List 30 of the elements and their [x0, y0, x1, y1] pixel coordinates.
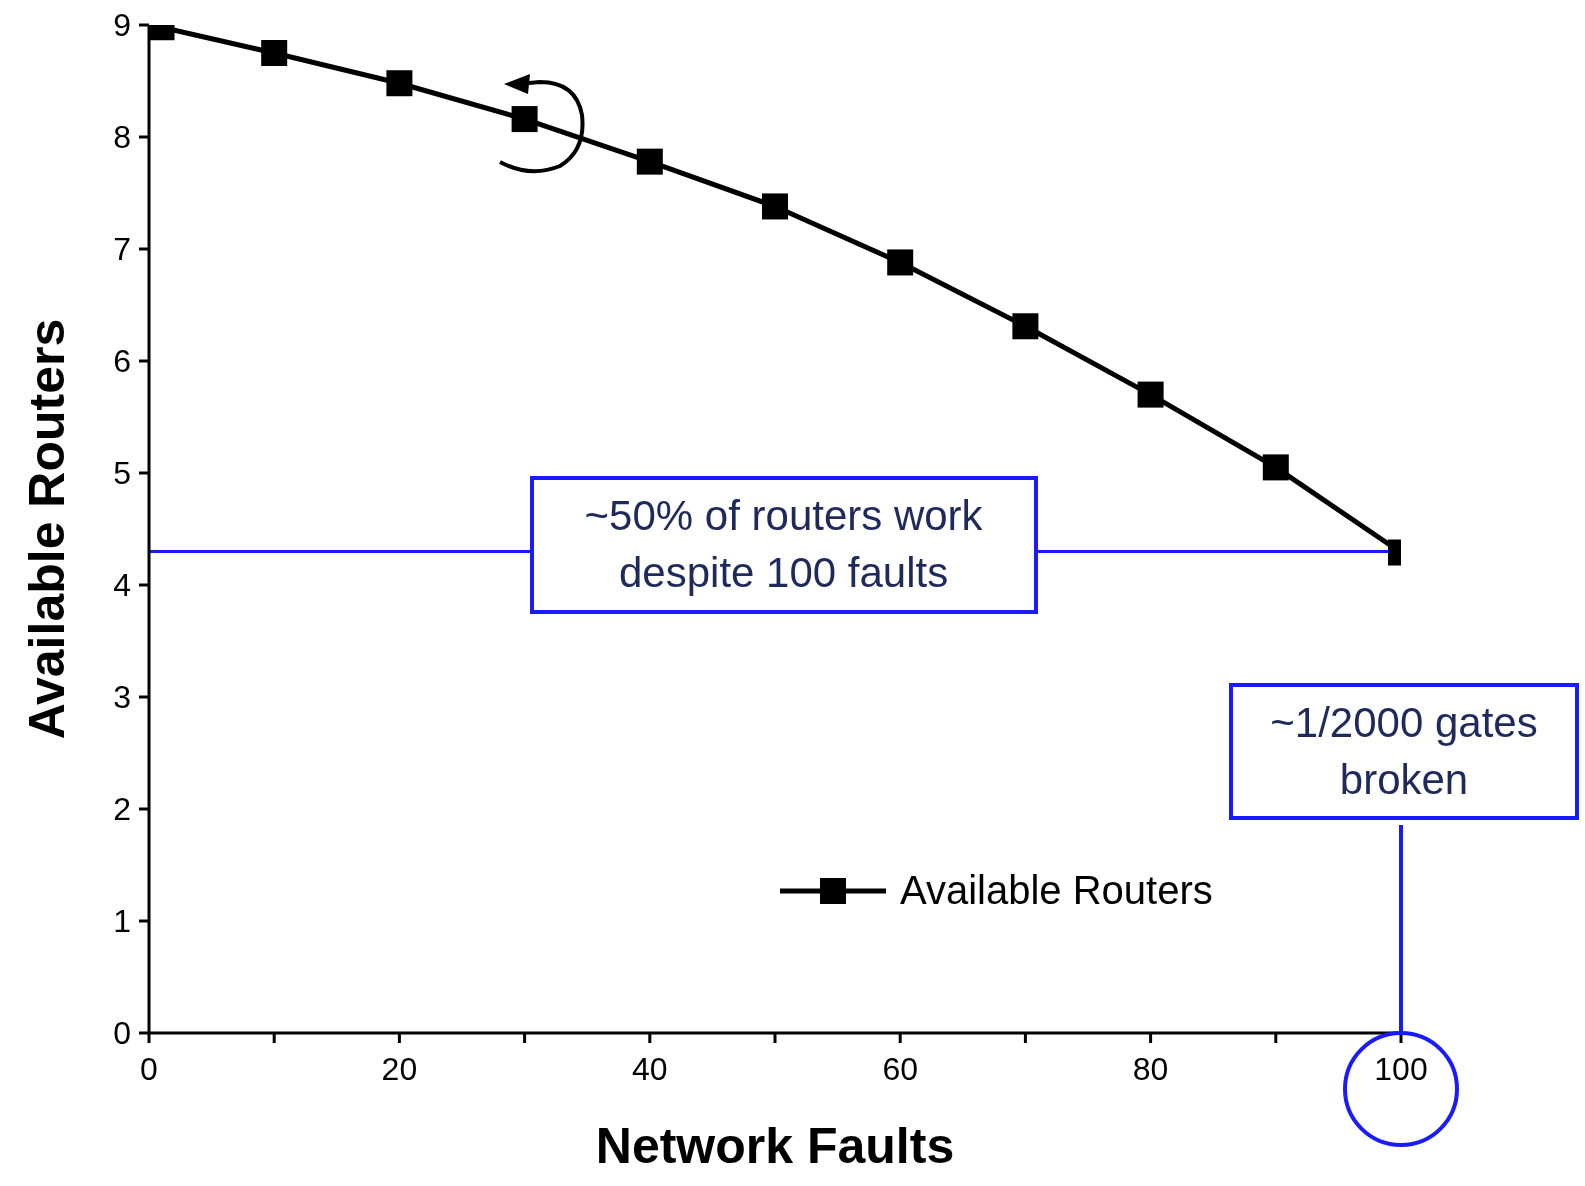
y-tick-label: 8: [113, 119, 131, 156]
x-tick-label: 20: [381, 1050, 418, 1087]
y-tick-label: 4: [113, 567, 131, 604]
point: [636, 148, 663, 175]
point: [1137, 381, 1164, 408]
x-tick-label: 40: [632, 1050, 668, 1087]
annotation: ~1/2000 gates broken: [1229, 683, 1579, 821]
y-tick-label: 6: [113, 343, 131, 380]
x-tick-label: 0: [140, 1050, 158, 1087]
point: [511, 106, 538, 133]
y-tick-label: 7: [113, 231, 131, 268]
point: [887, 249, 914, 276]
y-tick-label: 0: [113, 1015, 131, 1052]
y-tick-label: 2: [113, 791, 131, 828]
y-axis-title: Available Routers: [18, 318, 75, 740]
point: [386, 70, 413, 97]
x-tick-label: 60: [882, 1050, 918, 1087]
x-axis-title: Network Faults: [595, 1118, 955, 1174]
y-tick-label: 9: [113, 7, 131, 44]
ref-line-label: ~50% of routers work despite 100 faults: [529, 476, 1038, 614]
point: [1012, 313, 1039, 340]
point: [1262, 454, 1289, 481]
x-tick-label: 100: [1374, 1050, 1428, 1087]
x-tick-label: 80: [1132, 1050, 1169, 1087]
y-tick-label: 5: [113, 455, 131, 492]
y-tick-label: 3: [113, 679, 131, 716]
point: [762, 193, 788, 220]
y-tick-label: 1: [113, 903, 131, 940]
legend-label: Available Routers: [900, 868, 1213, 913]
point: [261, 40, 288, 66]
